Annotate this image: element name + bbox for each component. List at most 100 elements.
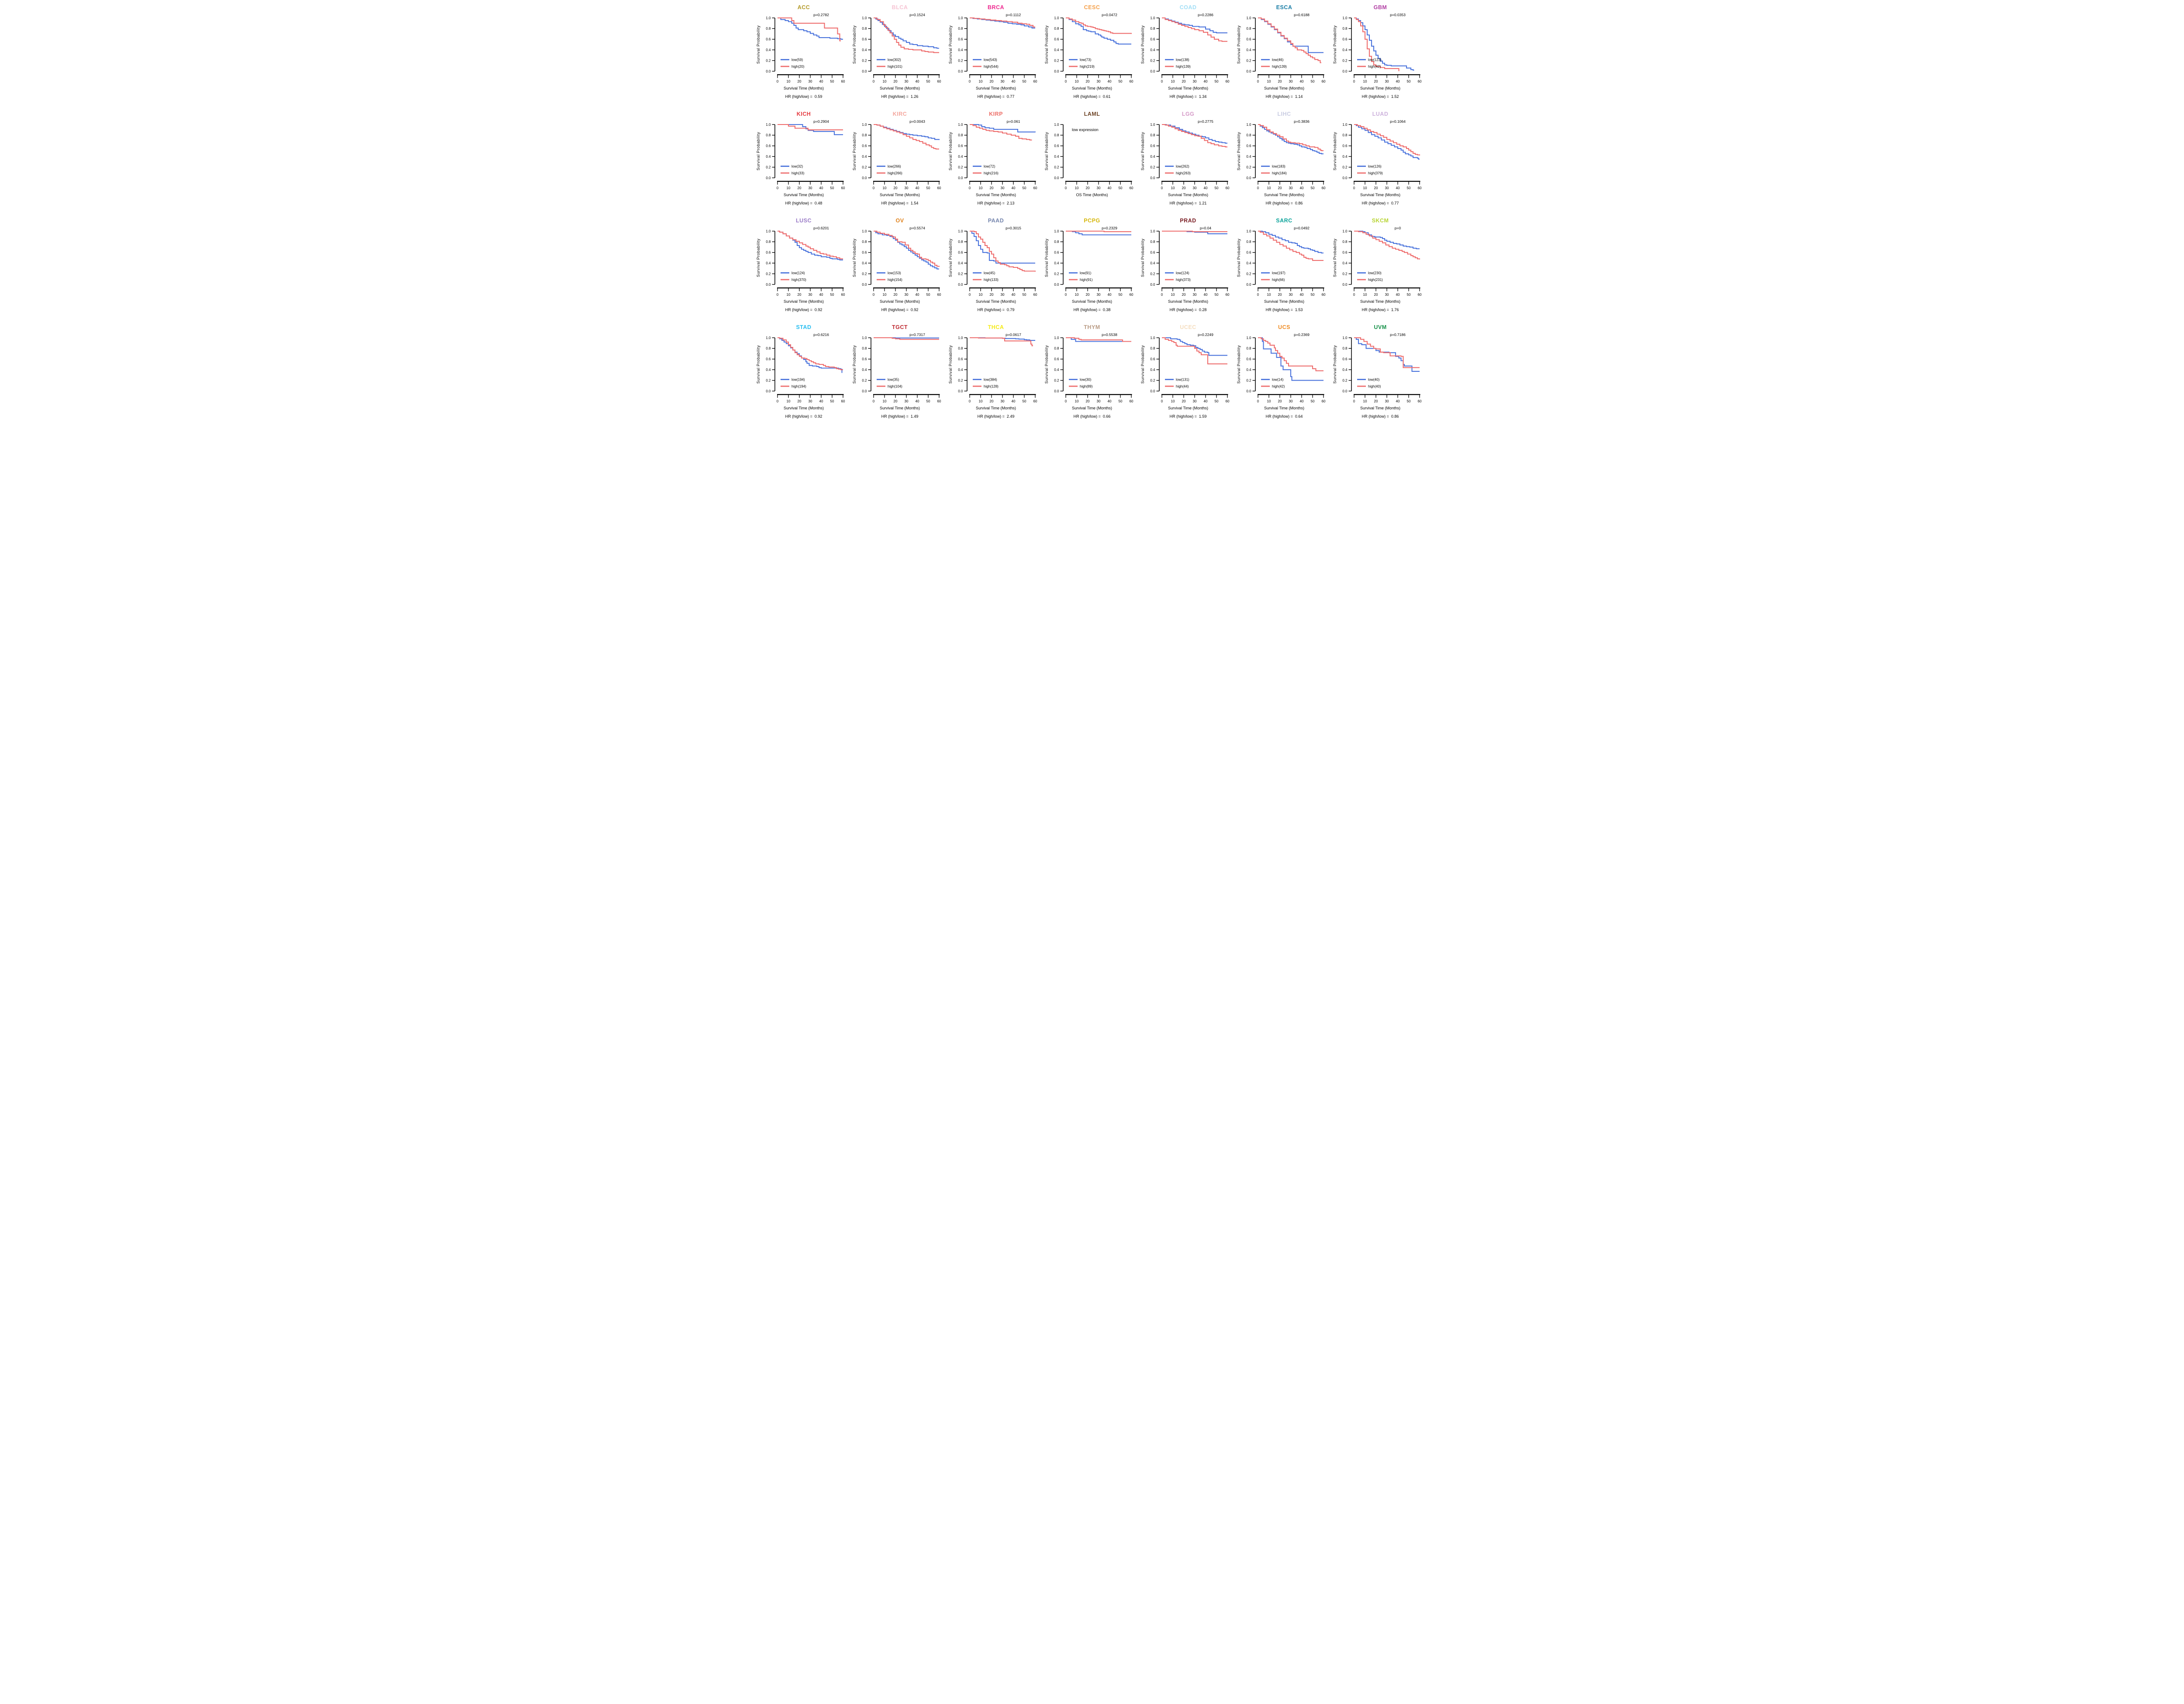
hr-text-ESCA: HR (high/low) = 1.14 (1265, 94, 1303, 99)
y-tick-label: 0.0 (862, 69, 867, 73)
hr-text-BLCA: HR (high/low) = 1.26 (881, 94, 919, 99)
x-tick-label: 10 (1363, 293, 1367, 297)
x-tick-label: 0 (1065, 186, 1067, 190)
hr-text-PAAD: HR (high/low) = 0.79 (977, 308, 1015, 312)
legend-high-label: high(231) (1368, 278, 1383, 282)
y-tick-label: 1.0 (1150, 16, 1155, 20)
km-curve-low (1162, 337, 1227, 356)
x-axis-title-THCA: Survival Time (Months) (975, 406, 1016, 410)
y-tick-label: 0.4 (1150, 48, 1155, 52)
x-tick-label: 0 (777, 80, 779, 83)
km-cell-LIHC: LIHC p=0.3836 Survival Probability 1.0 0.8 0.… (1236, 107, 1332, 214)
plot-title-GBM: GBM (1373, 4, 1387, 10)
legend-high-label: high(91) (1080, 278, 1093, 282)
hr-text-PCPG: HR (high/low) = 0.38 (1073, 308, 1111, 312)
km-curve-high (970, 230, 1036, 272)
y-axis-title: Survival Probability (1140, 25, 1145, 64)
km-chart-LGG: p=0.2775 Survival Probability 1.0 0.8 0.6 0.4… (1140, 119, 1230, 190)
y-tick-label: 0.6 (1150, 38, 1155, 42)
y-axis-title: Survival Probability (1333, 239, 1337, 277)
legend-low-label: low(302) (888, 58, 901, 62)
p-value-label: p=0.0472 (1102, 13, 1117, 17)
x-axis-title-KIRP: Survival Time (Months) (975, 193, 1016, 197)
plot-title-ESCA: ESCA (1276, 4, 1292, 10)
legend-high-label: high(101) (888, 65, 902, 69)
x-tick-label: 10 (1075, 293, 1079, 297)
y-axis-title: Survival Probability (852, 25, 857, 64)
km-curve-low (874, 124, 940, 140)
x-tick-label: 10 (1075, 399, 1079, 403)
y-tick-label: 0.6 (1054, 251, 1059, 255)
plot-note: low expression (1072, 128, 1099, 132)
legend-high-label: high(219) (1080, 65, 1095, 69)
x-tick-label: 0 (969, 293, 971, 297)
x-tick-label: 60 (1130, 293, 1133, 297)
x-tick-label: 30 (809, 80, 812, 83)
legend-low-label: low(124) (1176, 271, 1189, 275)
x-tick-label: 30 (1001, 186, 1005, 190)
plot-title-SARC: SARC (1276, 218, 1292, 224)
x-tick-label: 0 (1353, 186, 1355, 190)
y-tick-label: 0.2 (766, 272, 771, 276)
x-axis-title-ESCA: Survival Time (Months) (1264, 86, 1305, 90)
y-tick-label: 0.0 (1150, 389, 1155, 393)
y-tick-label: 0.2 (1342, 165, 1348, 169)
y-tick-label: 0.8 (1054, 27, 1059, 31)
x-tick-label: 20 (1086, 186, 1090, 190)
plot-title-LGG: LGG (1182, 111, 1195, 117)
y-tick-label: 1.0 (766, 229, 771, 233)
km-curve-low (874, 230, 939, 270)
x-tick-label: 10 (1075, 186, 1079, 190)
x-tick-label: 0 (1161, 80, 1163, 83)
legend-high-label: high(266) (888, 171, 902, 175)
x-tick-label: 40 (1300, 293, 1304, 297)
hr-text-CESC: HR (high/low) = 0.61 (1073, 94, 1111, 99)
km-curve-high (1066, 230, 1131, 232)
km-cell-SARC: SARC p=0.0492 Survival Probability 1.0 0.8 0.… (1236, 214, 1332, 321)
y-tick-label: 0.8 (1246, 240, 1251, 244)
km-cell-KIRC: KIRC p=0.0043 Survival Probability 1.0 0.8 0.… (852, 107, 948, 214)
hr-text-LUAD: HR (high/low) = 0.77 (1362, 201, 1399, 205)
km-curve-low (970, 124, 1036, 133)
p-value-label: p=0.2369 (1294, 332, 1310, 337)
km-cell-LGG: LGG p=0.2775 Survival Probability 1.0 0.8 0.6… (1140, 107, 1236, 214)
y-tick-label: 0.4 (766, 48, 771, 52)
x-tick-label: 20 (1182, 293, 1186, 297)
x-tick-label: 50 (1215, 186, 1219, 190)
x-tick-label: 30 (1097, 80, 1101, 83)
legend-low-label: low(91) (1080, 271, 1092, 275)
x-tick-label: 0 (873, 399, 875, 403)
y-tick-label: 0.6 (958, 144, 963, 148)
legend-low-label: low(543) (984, 58, 997, 62)
x-tick-label: 30 (809, 293, 812, 297)
y-tick-label: 1.0 (1150, 336, 1155, 340)
x-axis-title-BLCA: Survival Time (Months) (879, 86, 920, 90)
x-tick-label: 10 (1171, 80, 1175, 83)
y-axis-title: Survival Probability (1140, 239, 1145, 277)
legend-low-label: low(194) (791, 378, 805, 382)
legend-high-label: high(263) (1176, 171, 1191, 175)
km-curve-low (778, 230, 843, 260)
y-tick-label: 0.6 (958, 251, 963, 255)
y-tick-label: 0.8 (1246, 346, 1251, 350)
y-tick-label: 0.0 (1342, 69, 1348, 73)
km-chart-BLCA: p=0.1524 Survival Probability 1.0 0.8 0.6 0.4… (852, 13, 941, 83)
legend-low-label: low(262) (1176, 165, 1189, 169)
y-tick-label: 0.6 (1054, 38, 1059, 42)
y-tick-label: 0.6 (862, 357, 867, 361)
x-axis-title-STAD: Survival Time (Months) (783, 406, 824, 410)
legend-high-label: high(373) (1176, 278, 1191, 282)
x-axis-title-PRAD: Survival Time (Months) (1168, 299, 1209, 304)
y-tick-label: 0.8 (1342, 133, 1348, 137)
y-tick-label: 0.2 (862, 59, 867, 62)
plot-title-SKCM: SKCM (1372, 218, 1389, 224)
hr-text-THCA: HR (high/low) = 2.49 (977, 414, 1015, 419)
y-tick-label: 0.2 (1342, 378, 1348, 382)
x-tick-label: 60 (1322, 186, 1326, 190)
p-value-label: p=0.5574 (909, 226, 925, 230)
x-tick-label: 50 (1119, 186, 1123, 190)
y-tick-label: 1.0 (862, 336, 867, 340)
x-axis-title-UVM: Survival Time (Months) (1360, 406, 1401, 410)
hr-text-COAD: HR (high/low) = 1.34 (1169, 94, 1207, 99)
x-axis-title-LGG: Survival Time (Months) (1168, 193, 1209, 197)
